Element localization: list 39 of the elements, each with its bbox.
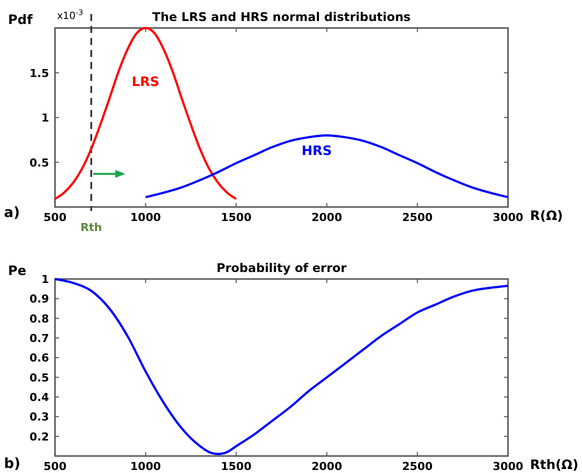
x-tick-label: 2000 xyxy=(311,460,342,473)
x-tick-label: 1500 xyxy=(220,460,252,473)
x-tick-label: 2500 xyxy=(402,460,434,473)
y-axis-title: Pdf xyxy=(8,13,33,28)
line-series xyxy=(144,134,510,198)
y-tick-label: 0.9 xyxy=(30,292,49,306)
y-tick-label: 0.6 xyxy=(30,352,50,365)
series-label: LRS xyxy=(132,75,160,90)
y-tick-label: 0.8 xyxy=(30,312,49,326)
y-tick-label: 1.5 xyxy=(30,66,49,80)
ref-line-label: Rth xyxy=(80,221,102,234)
x-axis-title: R(Ω) xyxy=(530,209,563,224)
text: a) xyxy=(4,205,20,221)
line-series xyxy=(54,278,510,456)
chart-title: Probability of error xyxy=(216,261,347,275)
y-tick-label: 1 xyxy=(41,273,49,286)
text: b) xyxy=(4,456,20,472)
line-series xyxy=(54,26,238,200)
text: x10$^{-3}$ xyxy=(57,8,84,22)
y-tick-label: 0.5 xyxy=(30,156,49,170)
y-tick-label: 0.4 xyxy=(30,391,50,404)
x-tick-label: 3000 xyxy=(492,211,524,224)
x-tick-label: 1000 xyxy=(130,460,162,473)
x-tick-label: 500 xyxy=(44,460,67,473)
y-tick-label: 0.3 xyxy=(30,410,49,424)
chart-title: The LRS and HRS normal distributions xyxy=(152,10,411,24)
y-axis-title: Pe xyxy=(8,264,27,279)
y-tick-label: 1 xyxy=(41,112,49,124)
x-tick-label: 3000 xyxy=(492,460,524,473)
x-tick-label: 500 xyxy=(44,211,67,224)
y-tick-label: 0.2 xyxy=(30,430,49,444)
x-tick-label: 2000 xyxy=(311,211,342,224)
y-tick-label: 0.5 xyxy=(30,371,49,384)
x-tick-label: 1000 xyxy=(130,211,162,224)
x-axis-title: Rth(Ω) xyxy=(530,458,578,473)
x-tick-label: 1500 xyxy=(220,211,252,224)
x-tick-label: 2500 xyxy=(402,211,434,224)
y-tick-label: 0.7 xyxy=(30,332,49,345)
series-label: HRS xyxy=(302,144,332,160)
